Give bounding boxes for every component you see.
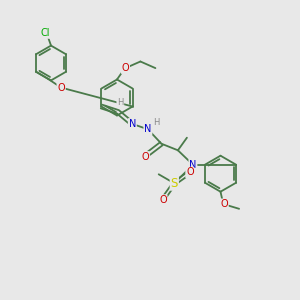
Text: O: O: [220, 199, 228, 209]
Text: O: O: [141, 152, 149, 162]
Text: N: N: [189, 160, 197, 170]
Text: Cl: Cl: [41, 28, 50, 38]
Text: N: N: [144, 124, 152, 134]
Text: O: O: [159, 195, 167, 205]
Text: H: H: [153, 118, 160, 127]
Text: H: H: [117, 98, 124, 107]
Text: S: S: [171, 177, 178, 190]
Text: N: N: [129, 119, 136, 129]
Text: O: O: [122, 63, 129, 73]
Text: O: O: [186, 167, 194, 178]
Text: O: O: [57, 82, 65, 93]
